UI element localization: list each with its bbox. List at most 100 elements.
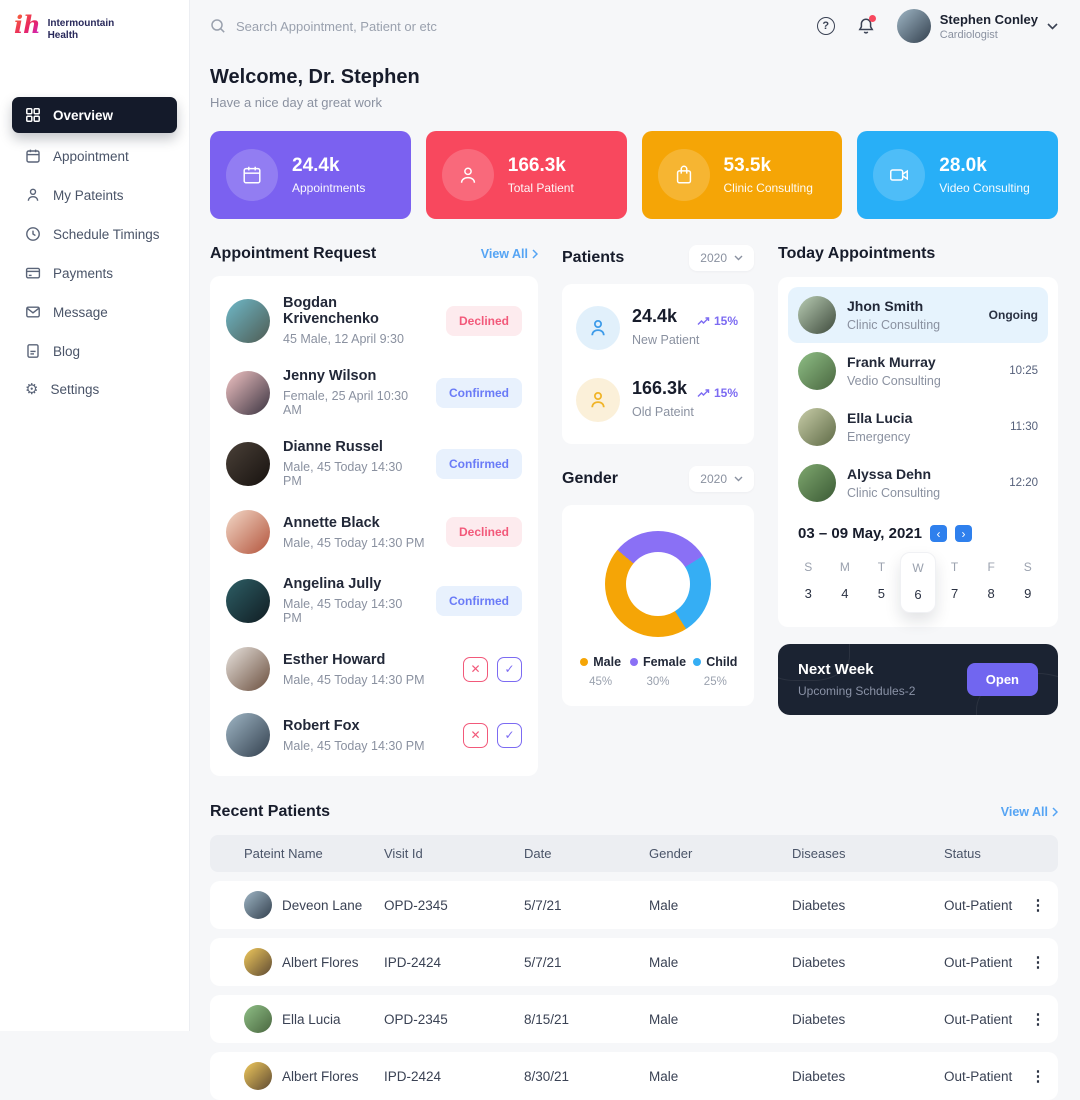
chevron-left-icon: ‹ [936,526,941,541]
next-week-title: Next Week [798,661,874,678]
legend-dot [693,658,702,666]
stat-label: Appointments [292,181,366,195]
accept-button[interactable]: ✓ [497,656,522,682]
sidebar-item-label: Overview [53,107,114,123]
notification-badge [868,14,876,22]
accept-button[interactable]: ✓ [497,722,522,748]
column-header: Pateint Name [244,846,323,861]
decline-button[interactable]: ✕ [463,656,488,682]
cell-patient-name: Deveon Lane [282,897,363,913]
cell-date: 8/30/21 [524,1068,570,1084]
sidebar-item-payments[interactable]: Payments [12,257,177,289]
table-row[interactable]: Deveon Lane OPD-2345 5/7/21 Male Diabete… [210,881,1058,929]
clock-icon [26,227,40,241]
patient-meta: Female, 25 April 10:30 AM [283,389,409,417]
view-all-link[interactable]: View All [1001,805,1058,819]
user-meta: Stephen Conley Cardiologist [940,12,1038,41]
row-menu-button[interactable]: ⋮ [1018,1010,1058,1028]
sidebar-item-message[interactable]: Message [12,296,177,328]
status-badge[interactable]: Confirmed [436,448,522,479]
video-icon [873,149,926,201]
avatar [226,578,270,623]
status-badge[interactable]: Declined [445,517,522,547]
legend-dot [629,658,638,666]
patient-name: Robert Fox [283,717,360,734]
appointment-row[interactable]: Angelina Jully Male, 45 Today 14:30 PM Co… [226,565,522,636]
sidebar-item-blog[interactable]: Blog [12,335,177,367]
avatar [244,891,272,919]
appointment-row[interactable]: Bogdan Krivenchenko 45 Male, 12 April 9:3… [226,284,522,357]
avatar [798,352,836,390]
section-title: Patients [562,249,625,266]
appointment-row[interactable]: Esther Howard Male, 45 Today 14:30 PM ✕ ✓ [226,636,522,702]
kebab-icon: ⋮ [1030,1011,1046,1028]
patients-card: 24.4k New Patient 15% 166.3k Old Pateint [562,284,754,444]
prev-week-button[interactable]: ‹ [929,525,947,542]
trend-value: 15% [713,386,738,400]
next-week-button[interactable]: › [954,525,972,542]
user-menu[interactable]: Stephen Conley Cardiologist [896,9,1058,43]
cell-status: Out-Patient [944,1068,1013,1084]
stat-card-clinic-consulting[interactable]: 53.5k Clinic Consulting [641,131,843,219]
legend-label: Female [642,655,687,669]
today-appointment-row[interactable]: Ella Lucia Emergency 11:30 [788,399,1048,455]
table-row[interactable]: Albert Flores IPD-2424 5/7/21 Male Diabe… [210,938,1058,986]
search-input[interactable] [236,18,556,34]
status-badge[interactable]: Declined [445,305,522,336]
gender-legend: Male 45% Female 30% Child 25% [572,655,744,688]
table-row[interactable]: Albert Flores IPD-2424 8/30/21 Male Diab… [210,1052,1058,1100]
appointment-row[interactable]: Robert Fox Male, 45 Today 14:30 PM ✕ ✓ [226,702,522,768]
cell-gender: Male [649,897,679,913]
appointment-time: 12:20 [1009,477,1038,489]
old-patient-stat: 166.3k Old Pateint 15% [576,378,740,422]
cell-date: 5/7/21 [524,897,562,913]
stat-card-appointments[interactable]: 24.4k Appointments [210,131,411,219]
open-button[interactable]: Open [966,663,1038,696]
row-menu-button[interactable]: ⋮ [1018,896,1058,914]
status-badge[interactable]: Confirmed [436,585,522,616]
cell-status: Out-Patient [944,897,1013,913]
sidebar-item-schedule-timings[interactable]: Schedule Timings [12,218,177,250]
day-letter: S [1023,560,1032,574]
appointment-row[interactable]: Jenny Wilson Female, 25 April 10:30 AM Co… [226,357,522,428]
kebab-icon: ⋮ [1030,897,1046,914]
cell-visit-id: OPD-2345 [384,897,448,913]
topbar: ? Stephen Conley Cardiologist [210,0,1058,52]
cell-diseases: Diabetes [792,1068,846,1084]
stat-label: New Patient [632,333,700,347]
stat-card-video-consulting[interactable]: 28.0k Video Consulting [857,131,1058,219]
row-menu-button[interactable]: ⋮ [1018,953,1058,971]
decline-button[interactable]: ✕ [463,722,488,748]
sidebar-item-appointment[interactable]: Appointment [12,140,177,172]
today-appointments-card: Jhon Smith Clinic Consulting Ongoing Fran… [778,277,1058,627]
row-menu-button[interactable]: ⋮ [1018,1067,1058,1085]
sidebar-item-settings[interactable]: ⚙ Settings [12,374,177,405]
today-appointment-row[interactable]: Jhon Smith Clinic Consulting Ongoing [788,287,1048,343]
view-all-link[interactable]: View All [481,247,538,261]
appointment-row[interactable]: Annette Black Male, 45 Today 14:30 PM Dec… [226,499,522,565]
sidebar-nav: Overview Appointment My Pateints Schedul… [0,97,189,405]
avatar [226,370,270,415]
appointment-row[interactable]: Dianne Russel Male, 45 Today 14:30 PM Con… [226,428,522,499]
stat-card-total-patient[interactable]: 166.3k Total Patient [425,131,627,219]
chevron-right-icon: › [961,526,966,541]
day-number: 9 [1024,586,1032,601]
today-appointment-row[interactable]: Alyssa Dehn Clinic Consulting 12:20 [788,455,1048,511]
year-dropdown[interactable]: 2020 [689,245,754,271]
notifications-button[interactable] [857,14,876,36]
year-dropdown[interactable]: 2020 [689,466,754,492]
help-button[interactable]: ? [816,17,835,35]
stat-label: Old Pateint [632,405,694,419]
sidebar-item-my-pateints[interactable]: My Pateints [12,179,177,211]
today-appointment-row[interactable]: Frank Murray Vedio Consulting 10:25 [788,343,1048,399]
sidebar-item-overview[interactable]: Overview [12,97,177,133]
table-row[interactable]: Ella Lucia OPD-2345 8/15/21 Male Diabete… [210,995,1058,1043]
status-badge[interactable]: Confirmed [436,377,522,408]
